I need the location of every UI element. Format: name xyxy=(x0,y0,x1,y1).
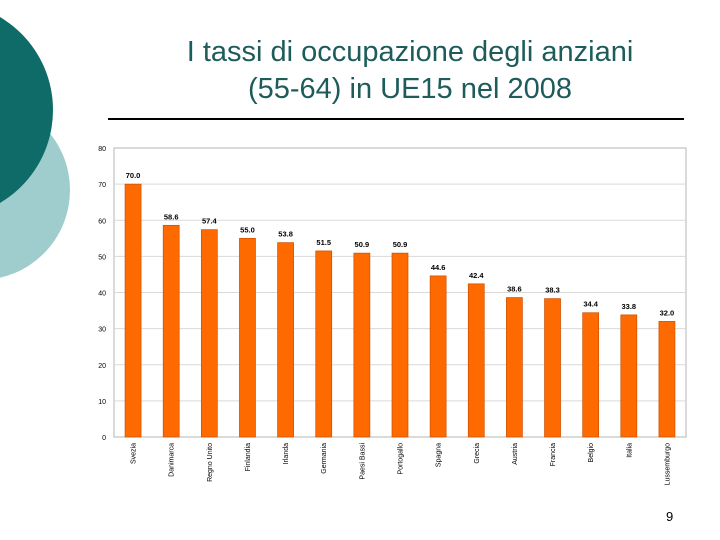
bar xyxy=(658,321,676,438)
bar xyxy=(239,237,256,438)
bar-value-label: 32.0 xyxy=(660,308,675,317)
bar-value-label: 44.6 xyxy=(431,263,446,272)
bar xyxy=(429,275,447,438)
x-tick-label: Svezia xyxy=(131,443,138,464)
bar xyxy=(124,183,142,438)
bar xyxy=(162,224,180,438)
x-tick-label: Spagna xyxy=(436,443,443,467)
bar-value-label: 51.5 xyxy=(316,238,331,247)
decorative-circles xyxy=(0,17,70,278)
y-tick-label: 70 xyxy=(98,182,106,189)
bar-value-label: 42.4 xyxy=(469,271,484,280)
x-tick-label: Francia xyxy=(550,443,557,466)
bar-value-label: 38.6 xyxy=(507,285,522,294)
x-tick-label: Lussemburgo xyxy=(664,443,671,486)
bar xyxy=(620,314,638,438)
x-tick-label: Danimarca xyxy=(169,443,176,477)
y-tick-label: 40 xyxy=(98,291,106,298)
y-tick-label: 0 xyxy=(102,435,106,442)
bar xyxy=(467,283,485,438)
y-tick-label: 20 xyxy=(98,363,106,370)
y-tick-label: 80 xyxy=(98,146,106,153)
bar xyxy=(391,252,409,438)
slide-title: I tassi di occupazione degli anziani (55… xyxy=(110,34,710,108)
bar-value-label: 50.9 xyxy=(393,240,408,249)
bar-value-label: 57.4 xyxy=(202,217,217,226)
x-tick-label: Portogallo xyxy=(398,443,405,475)
bar-value-label: 50.9 xyxy=(355,240,370,249)
bar xyxy=(277,242,294,438)
deco-dark-circle xyxy=(0,17,53,203)
bar xyxy=(506,297,523,438)
x-tick-label: Italia xyxy=(626,443,633,458)
y-tick-label: 50 xyxy=(98,254,106,261)
x-tick-label: Finlandia xyxy=(245,443,252,472)
bar-value-label: 58.6 xyxy=(164,212,179,221)
bar xyxy=(544,298,561,438)
x-tick-label: Regno Unito xyxy=(207,443,214,482)
bar-value-label: 34.4 xyxy=(583,300,598,309)
bar xyxy=(353,252,371,438)
bar xyxy=(200,229,218,438)
title-line-2: (55-64) in UE15 nel 2008 xyxy=(247,73,573,105)
y-tick-label: 30 xyxy=(98,327,106,334)
x-tick-label: Germania xyxy=(321,443,328,474)
bar xyxy=(582,312,600,438)
x-tick-label: Paesi Bassi xyxy=(359,443,366,480)
y-tick-label: 10 xyxy=(98,399,106,406)
bar-value-label: 33.8 xyxy=(621,302,636,311)
x-tick-label: Irlanda xyxy=(283,443,290,465)
bar-value-label: 55.0 xyxy=(240,225,255,234)
bar-value-label: 70.0 xyxy=(126,171,141,180)
x-tick-label: Grecia xyxy=(474,443,481,464)
bar-value-label: 38.3 xyxy=(545,286,560,295)
page-number: 9 xyxy=(666,509,674,524)
bar-value-label: 53.8 xyxy=(278,230,293,239)
y-tick-label: 60 xyxy=(98,218,106,225)
bar xyxy=(315,250,333,438)
x-tick-label: Belgio xyxy=(588,443,595,463)
title-line-1: I tassi di occupazione degli anziani xyxy=(186,36,634,68)
x-tick-label: Austria xyxy=(512,443,519,465)
employment-rate-chart: 0 10 20 30 40 50 60 70 80 70.0 Svezia 58.6 Danimarca… xyxy=(98,146,687,486)
title-underline xyxy=(108,118,684,120)
